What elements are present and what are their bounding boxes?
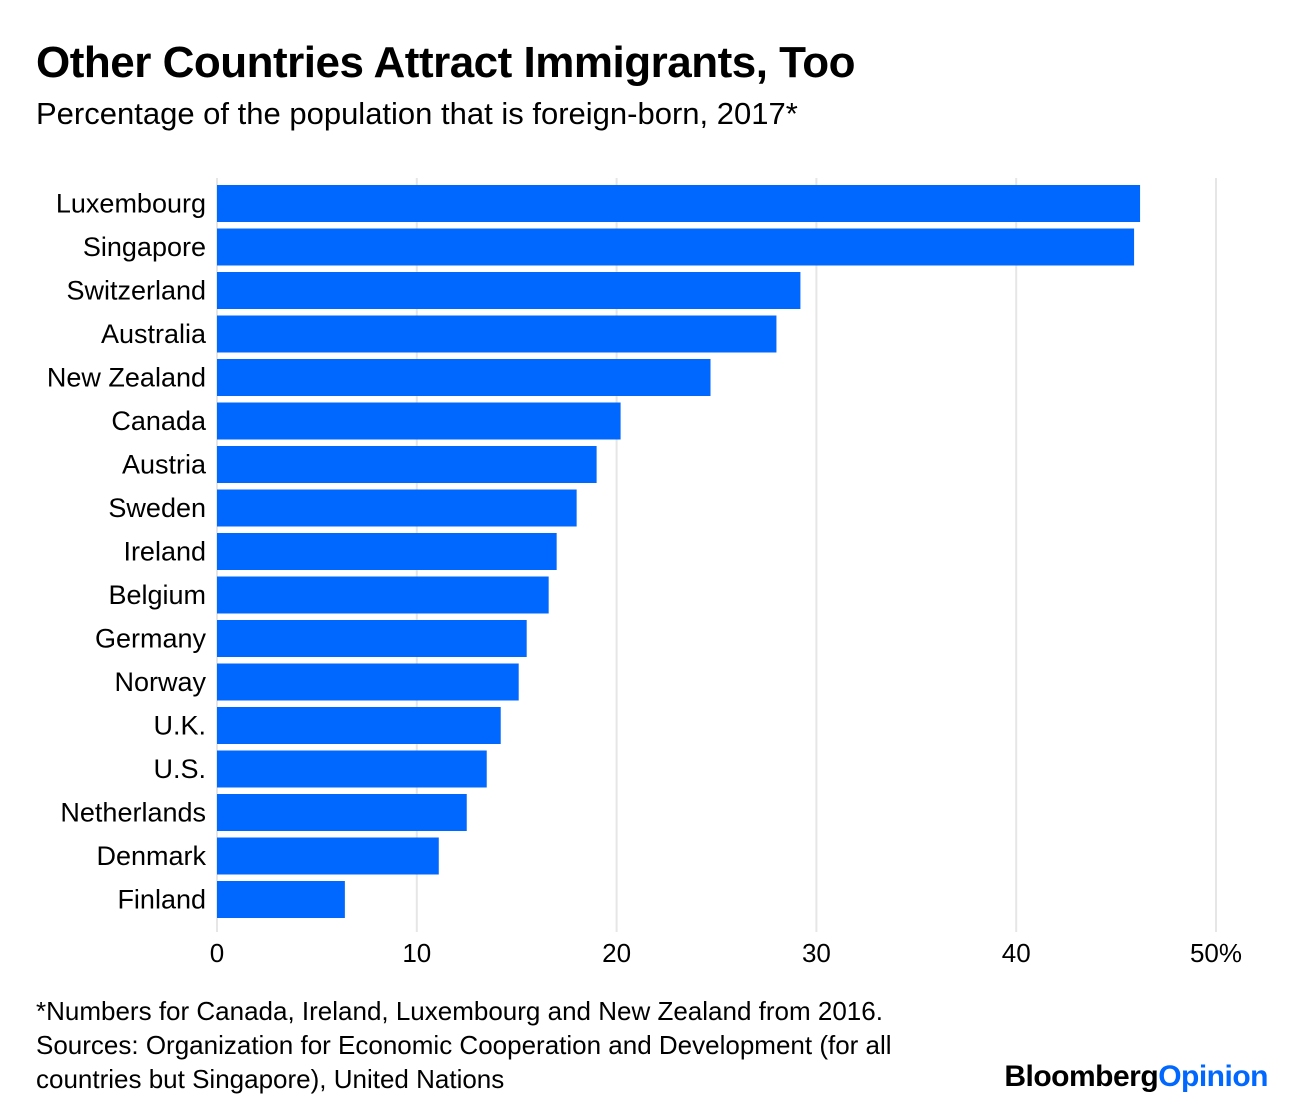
footnote-note: *Numbers for Canada, Ireland, Luxembourg… bbox=[36, 996, 883, 1026]
footnote-sources-2: countries but Singapore), United Nations bbox=[36, 1064, 505, 1094]
chart-title: Other Countries Attract Immigrants, Too bbox=[36, 38, 856, 87]
bar-norway bbox=[217, 663, 519, 701]
x-tick-label: 0 bbox=[210, 938, 224, 968]
category-label: Australia bbox=[101, 319, 207, 349]
bar-new-zealand bbox=[217, 359, 711, 396]
bar-austria bbox=[217, 446, 597, 483]
bar-u-k- bbox=[217, 707, 501, 744]
chart-subtitle: Percentage of the population that is for… bbox=[36, 96, 798, 131]
bar-u-s- bbox=[217, 750, 487, 788]
category-label: U.S. bbox=[153, 754, 206, 784]
bar-ireland bbox=[217, 533, 557, 570]
category-label: Singapore bbox=[83, 232, 206, 262]
category-label: Finland bbox=[117, 885, 206, 915]
x-tick-label: 30 bbox=[802, 938, 831, 968]
category-label: Germany bbox=[95, 624, 207, 654]
category-label: Belgium bbox=[108, 580, 206, 610]
category-label: U.K. bbox=[153, 711, 206, 741]
bar-netherlands bbox=[217, 794, 467, 831]
category-label: Norway bbox=[114, 667, 206, 697]
bar-luxembourg bbox=[217, 185, 1141, 222]
category-label: Luxembourg bbox=[56, 189, 206, 219]
category-label: Ireland bbox=[123, 537, 206, 567]
footnote: *Numbers for Canada, Ireland, Luxembourg… bbox=[36, 994, 892, 1096]
category-label: Switzerland bbox=[66, 276, 206, 306]
footnote-sources-1: Sources: Organization for Economic Coope… bbox=[36, 1030, 892, 1060]
category-label: New Zealand bbox=[47, 363, 206, 393]
bar-germany bbox=[217, 620, 527, 657]
bar-canada bbox=[217, 402, 621, 440]
x-tick-label: 40 bbox=[1002, 938, 1031, 968]
x-tick-label: 10 bbox=[402, 938, 431, 968]
logo-opinion: Opinion bbox=[1158, 1060, 1268, 1093]
bar-belgium bbox=[217, 576, 549, 614]
x-tick-label: 20 bbox=[602, 938, 631, 968]
category-label: Netherlands bbox=[60, 798, 206, 828]
bar-chart: 0 10 20 30 40 50% Luxembourg Singapore Switzerla… bbox=[47, 178, 1242, 968]
logo-bloomberg: Bloomberg bbox=[1004, 1060, 1159, 1093]
bar-switzerland bbox=[217, 272, 801, 309]
bloomberg-opinion-logo: BloombergOpinion bbox=[1004, 1060, 1268, 1094]
bar-finland bbox=[217, 881, 345, 918]
category-label: Denmark bbox=[96, 841, 206, 871]
bar-australia bbox=[217, 315, 777, 353]
category-label: Canada bbox=[111, 406, 207, 436]
category-label: Sweden bbox=[108, 493, 206, 523]
x-tick-label: 50% bbox=[1190, 938, 1242, 968]
bar-denmark bbox=[217, 837, 439, 875]
bar-sweden bbox=[217, 489, 577, 527]
category-label: Austria bbox=[122, 450, 207, 480]
bar-singapore bbox=[217, 228, 1135, 266]
